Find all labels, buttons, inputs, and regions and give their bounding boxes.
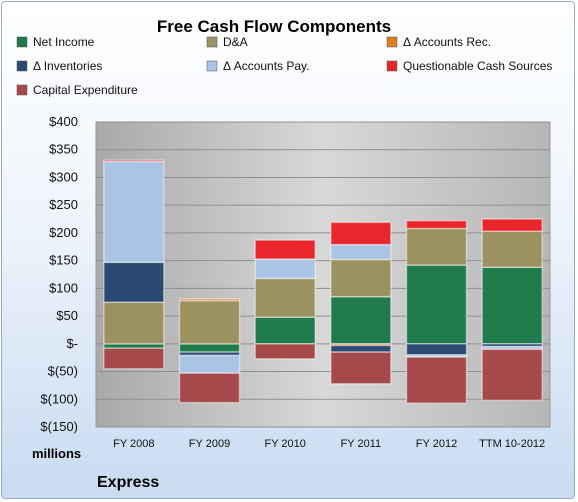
y-tick-label: $400 — [49, 114, 78, 129]
gridlines — [96, 121, 550, 428]
legend-swatch-questionable-cash-sources — [386, 60, 398, 72]
bar-segment-questionable-cash-sources — [254, 239, 316, 260]
bar-segment-d-a — [405, 227, 468, 266]
y-tick-label: $(150) — [40, 419, 78, 434]
company-name: Express — [97, 474, 159, 491]
legend-swatch-d-a — [206, 36, 218, 48]
bar-segment-d-a — [103, 301, 165, 345]
legend-label-capital-expenditure: Capital Expenditure — [33, 83, 138, 97]
bar-segment-accounts-pay — [254, 258, 316, 280]
y-tick-label: $150 — [49, 253, 78, 268]
bar-segment-accounts-pay — [103, 160, 165, 264]
bar-segment-net-income — [178, 343, 241, 353]
y-tick-label: $350 — [49, 142, 78, 157]
bar-segment-d-a — [254, 277, 316, 318]
chart-title: Free Cash Flow Components — [157, 17, 391, 36]
bar-segment-net-income — [405, 264, 468, 345]
bar-segment-capital-expenditure — [254, 343, 316, 360]
y-tick-label: $300 — [49, 169, 78, 184]
bar-segment-capital-expenditure — [481, 348, 543, 402]
x-tick-label: FY 2012 — [416, 438, 457, 450]
bar-segment-questionable-cash-sources — [481, 218, 543, 232]
bar-segment-net-income — [481, 266, 543, 345]
legend-label-net-income: Net Income — [33, 35, 95, 49]
bar-segment-accounts-pay — [178, 354, 241, 374]
x-tick-label: FY 2011 — [341, 438, 382, 450]
legend-label-questionable-cash-sources: Questionable Cash Sources — [403, 59, 552, 73]
bar-segment-inventories — [330, 344, 392, 353]
bar-segment-d-a — [481, 230, 543, 269]
bar-segment-inventories — [103, 261, 165, 303]
legend-swatch-accounts-pay — [206, 60, 218, 72]
x-tick-label: TTM 10-2012 — [479, 438, 545, 450]
legend-label-accounts-pay: Δ Accounts Pay. — [223, 59, 310, 73]
bars — [103, 159, 543, 404]
legend-swatch-inventories — [16, 60, 28, 72]
bar-segment-capital-expenditure — [405, 356, 468, 404]
bar-segment-net-income — [254, 316, 316, 345]
y-tick-label: $(50) — [48, 364, 78, 379]
units-label: millions — [32, 446, 81, 461]
bar-segment-d-a — [178, 299, 241, 345]
y-tick-label: $100 — [49, 280, 78, 295]
legend: Net Income D&A Δ Accounts Rec. Δ Inventorie… — [16, 35, 552, 97]
bar-segment-questionable-cash-sources — [405, 219, 468, 230]
bar-segment-net-income — [330, 295, 392, 345]
bar-segment-questionable-cash-sources — [330, 221, 392, 246]
x-tick-label: FY 2009 — [189, 438, 230, 450]
legend-label-d-a: D&A — [223, 35, 248, 49]
y-tick-label: $50 — [56, 308, 78, 323]
x-tick-label: FY 2010 — [264, 438, 305, 450]
y-tick-label: $250 — [49, 197, 78, 212]
legend-swatch-accounts-rec — [386, 36, 398, 48]
bar-segment-d-a — [330, 258, 392, 298]
bar-segment-capital-expenditure — [178, 372, 241, 404]
legend-swatch-net-income — [16, 36, 28, 48]
legend-label-accounts-rec: Δ Accounts Rec. — [403, 35, 491, 49]
bar-segment-accounts-rec — [178, 298, 241, 302]
bar-segment-capital-expenditure — [103, 347, 165, 370]
x-tick-label: FY 2008 — [113, 438, 154, 450]
y-tick-label: $(100) — [40, 391, 78, 406]
x-axis-ticks: FY 2008 FY 2009 FY 2010 FY 2011 FY 2012 TTM 1… — [113, 438, 545, 450]
bar-segment-capital-expenditure — [330, 351, 392, 385]
bar-segment-inventories — [405, 343, 468, 356]
plot-area — [95, 121, 551, 428]
bar-segment-questionable-cash-sources — [103, 159, 165, 163]
y-axis-ticks: $400 $350 $300 $250 $200 $150 $100 $50 $- $(50) $(… — [40, 114, 78, 434]
bar-segment-accounts-pay — [330, 243, 392, 261]
y-tick-label: $200 — [49, 225, 78, 240]
legend-label-inventories: Δ Inventories — [33, 59, 102, 73]
y-tick-label: $- — [66, 336, 78, 351]
legend-swatch-capital-expenditure — [16, 84, 28, 96]
